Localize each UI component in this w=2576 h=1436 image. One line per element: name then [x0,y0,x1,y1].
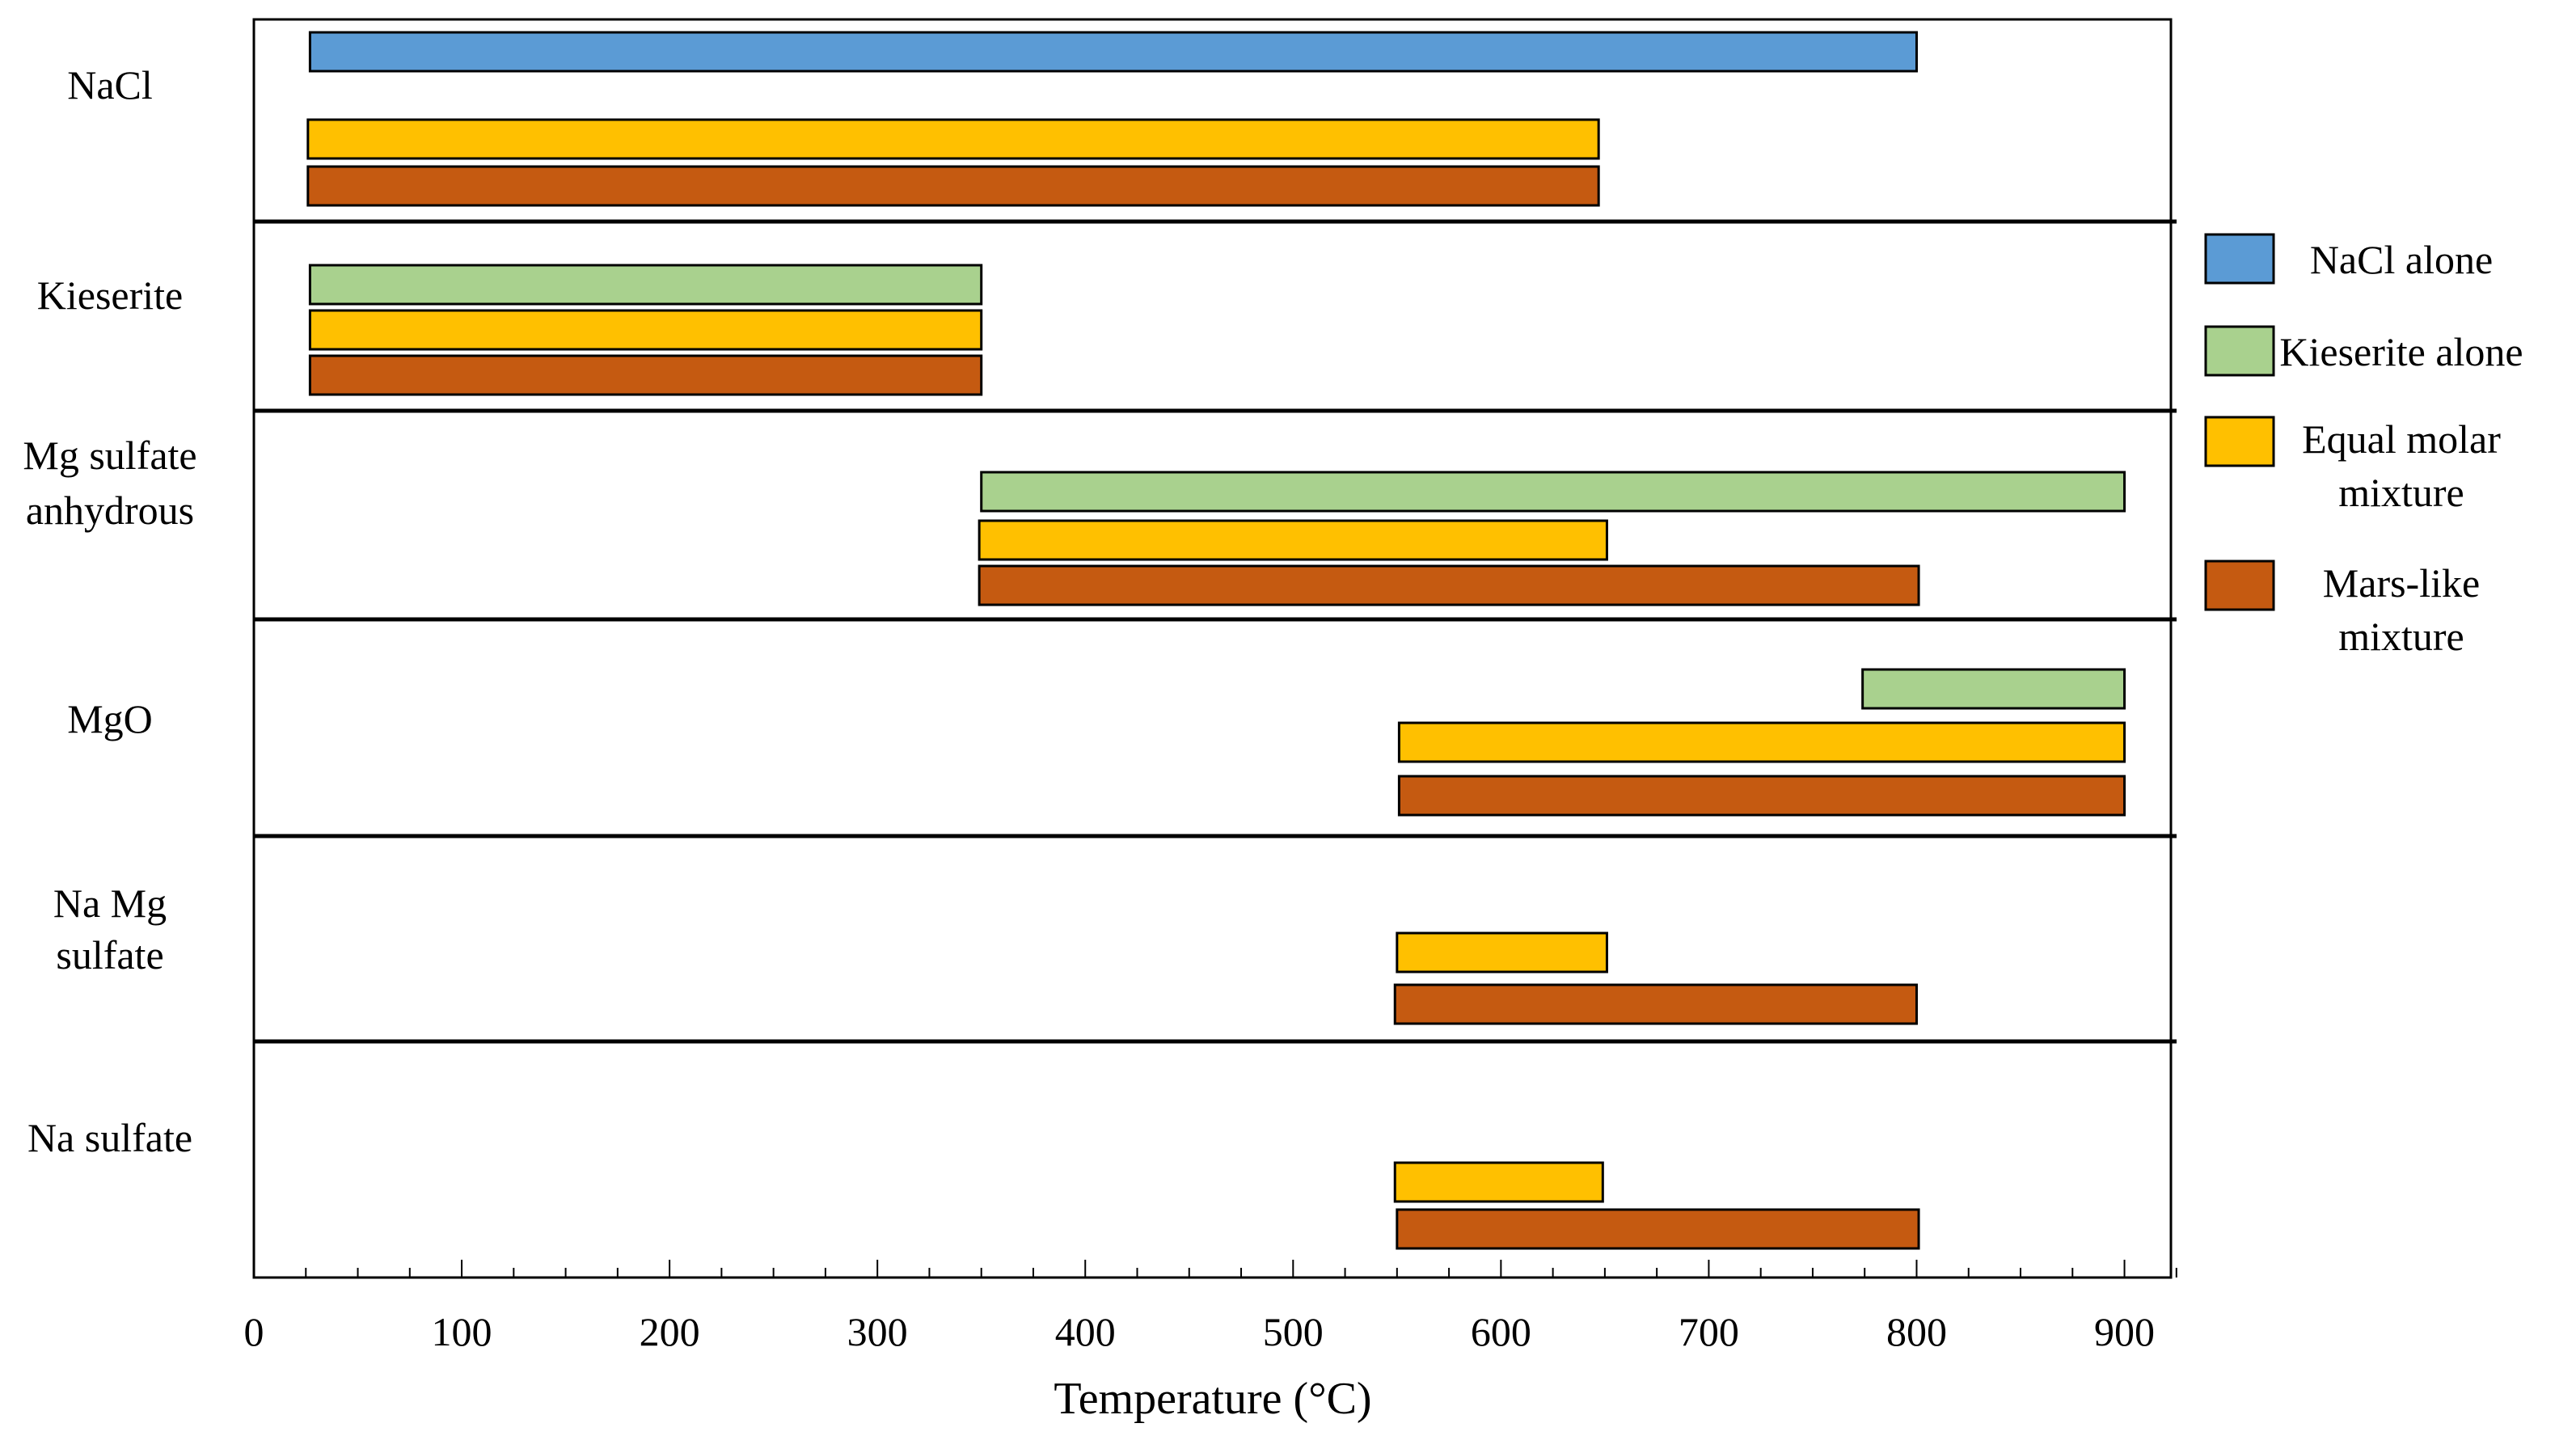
legend-label: mixture [2338,470,2464,515]
x-tick-label: 500 [1263,1309,1324,1354]
range-bar-equal-molar [306,118,1600,160]
group-label: sulfate [56,932,163,978]
x-axis-title: Temperature (°C) [1054,1374,1371,1424]
x-tick-label: 100 [432,1309,492,1354]
range-bars [306,31,2126,1250]
group-label: anhydrous [26,488,194,533]
legend-label: Mars-like [2323,560,2480,606]
range-bar-equal-molar [1397,721,2126,763]
y-group-labels: NaCl Kieserite Mg sulfate anhydrous MgO Na Mg… [23,62,196,1160]
range-bar-kieserite-alone [1861,668,2126,710]
range-bar-mars-like [308,354,983,396]
range-bar-nacl-alone [308,31,1918,73]
legend-label: mixture [2338,614,2464,659]
group-separators [254,219,2177,1044]
range-bar-mars-like [1397,775,2126,817]
legend-swatch-equal-molar [2204,416,2275,467]
range-bar-equal-molar [1396,931,1608,974]
x-tick-label: 0 [244,1309,264,1354]
x-tick-label: 800 [1886,1309,1947,1354]
legend-swatch-mars-like [2204,560,2275,611]
range-bar-mars-like [1393,983,1918,1025]
legend-label: NaCl alone [2310,237,2493,282]
x-tick-label: 700 [1679,1309,1739,1354]
legend-swatch-kieserite-alone [2204,325,2275,377]
range-bar-kieserite-alone [980,471,2126,513]
x-tick-label: 300 [847,1309,908,1354]
group-label: Mg sulfate [23,433,196,478]
group-label: NaCl [67,62,153,108]
x-tick-label: 200 [640,1309,700,1354]
group-label: Kieserite [37,272,183,318]
range-bar-equal-molar [1393,1161,1604,1203]
x-tick-label: 400 [1055,1309,1116,1354]
legend: NaCl alone Kieserite alone Equal molar mixt… [2204,233,2523,659]
group-label: Na sulfate [27,1115,192,1160]
x-tick-label: 900 [2094,1309,2155,1354]
legend-label: Equal molar [2302,416,2501,462]
legend-swatch-nacl-alone [2204,233,2275,285]
range-bar-kieserite-alone [308,264,983,306]
range-bar-mars-like [1396,1208,1920,1250]
range-bar-mars-like [306,165,1600,207]
group-label: MgO [67,696,153,741]
range-bar-equal-molar [978,519,1608,561]
range-bar-mars-like [978,564,1920,606]
plot-frame [252,18,2173,1279]
legend-label: Kieserite alone [2279,329,2523,374]
x-axis-ticks: 0 100 200 300 400 500 600 700 800 900 [244,1260,2177,1354]
range-bar-equal-molar [308,309,983,351]
group-label: Na Mg [53,881,167,926]
x-tick-label: 600 [1471,1309,1531,1354]
